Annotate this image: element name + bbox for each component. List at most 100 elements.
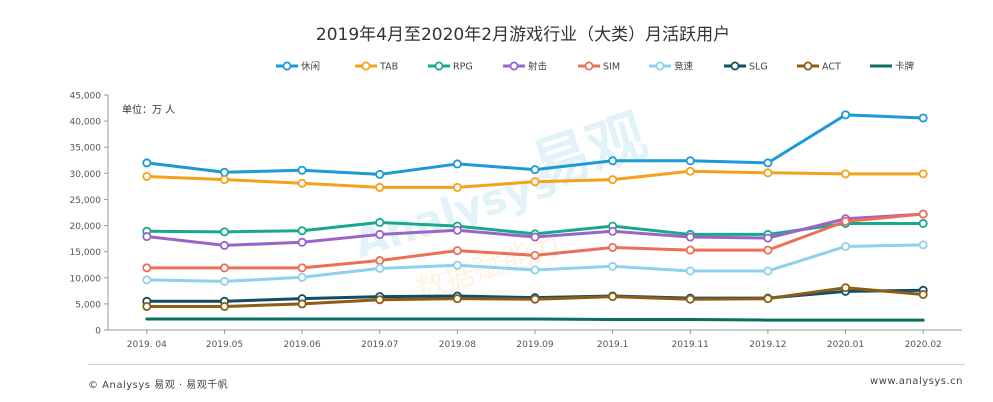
legend-item: 卡牌	[870, 61, 915, 73]
data-point	[219, 240, 229, 250]
data-point	[219, 175, 229, 185]
legend-marker	[434, 61, 444, 71]
data-point	[375, 182, 385, 192]
legend-marker	[803, 61, 813, 71]
data-point	[530, 294, 540, 304]
footer-website: www.analysys.cn	[870, 376, 963, 387]
data-point	[142, 301, 152, 311]
series-layer	[142, 110, 928, 322]
data-point	[297, 299, 307, 309]
legend-item: SLG	[724, 62, 768, 73]
data-point	[841, 216, 851, 226]
legend-label: SLG	[749, 62, 768, 73]
data-point	[452, 260, 462, 270]
data-point	[297, 263, 307, 273]
x-tick-label: 2019.11	[672, 340, 709, 350]
data-point	[841, 241, 851, 251]
data-point	[142, 171, 152, 181]
chart-title: 2019年4月至2020年2月游戏行业（大类）月活跃用户	[316, 25, 730, 45]
legend-label: TAB	[379, 62, 398, 73]
data-point	[219, 301, 229, 311]
legend-label: RPG	[453, 62, 473, 73]
legend-label: SIM	[603, 62, 620, 73]
data-point	[219, 167, 229, 177]
legend-label: 卡牌	[895, 61, 915, 73]
series-卡牌	[145, 317, 925, 322]
x-tick-label: 2020.01	[827, 340, 864, 350]
legend-marker	[361, 61, 371, 71]
legend-label: 竞速	[674, 61, 694, 73]
x-tick-label: 2019.1	[597, 340, 629, 350]
legend-marker	[584, 61, 594, 71]
data-point	[685, 156, 695, 166]
data-point	[608, 261, 618, 271]
data-point	[375, 229, 385, 239]
y-tick-label: 5,000	[75, 300, 101, 310]
data-point	[530, 165, 540, 175]
data-point	[297, 178, 307, 188]
series-竞速	[142, 240, 928, 286]
x-tick-label: 2019.05	[206, 340, 243, 350]
data-point	[297, 272, 307, 282]
data-point	[918, 289, 928, 299]
series-射击	[142, 209, 928, 250]
data-point	[530, 265, 540, 275]
y-tick-label: 40,000	[70, 118, 102, 128]
data-point	[219, 227, 229, 237]
x-tick-label: 2019.12	[749, 340, 786, 350]
data-point	[608, 156, 618, 166]
legend: 休闲 TAB RPG 射击 SIM 竞速 SLG ACT 卡牌	[276, 61, 915, 73]
data-point	[375, 263, 385, 273]
data-point	[452, 182, 462, 192]
line-chart: 2019年4月至2020年2月游戏行业（大类）月活跃用户 休闲 TAB RPG 射击 S…	[70, 25, 962, 350]
data-point	[375, 295, 385, 305]
data-point	[763, 168, 773, 178]
data-point	[685, 166, 695, 176]
y-axis: 0 5,000 10,000 15,000 20,000 25,000 30,000 35,0…	[70, 92, 109, 337]
legend-item: ACT	[797, 62, 841, 73]
series-休闲	[142, 110, 928, 179]
data-point	[142, 275, 152, 285]
data-point	[918, 113, 928, 123]
y-tick-label: 0	[95, 327, 101, 337]
data-point	[375, 256, 385, 266]
legend-marker	[655, 61, 665, 71]
unit-label: 单位：万 人	[122, 103, 175, 116]
x-tick-label: 2019.06	[283, 340, 320, 350]
data-point	[763, 294, 773, 304]
data-point	[608, 175, 618, 185]
data-point	[142, 263, 152, 273]
legend-item: RPG	[428, 62, 473, 73]
data-point	[375, 217, 385, 227]
series-TAB	[142, 166, 928, 192]
data-point	[452, 159, 462, 169]
data-point	[530, 232, 540, 242]
y-tick-label: 10,000	[70, 274, 102, 284]
data-point	[530, 177, 540, 187]
legend-label: 射击	[528, 61, 547, 73]
data-point	[297, 165, 307, 175]
x-tick-label: 2019.09	[516, 340, 553, 350]
x-tick-label: 2019.08	[439, 340, 476, 350]
legend-item: 竞速	[649, 61, 694, 73]
data-point	[841, 169, 851, 179]
series-ACT	[142, 283, 928, 311]
x-tick-label: 2019. 04	[127, 340, 167, 350]
y-tick-label: 15,000	[70, 248, 102, 258]
legend-label: 休闲	[301, 61, 320, 73]
data-point	[452, 225, 462, 235]
legend-item: SIM	[578, 62, 620, 73]
series-line	[145, 317, 925, 322]
legend-marker	[509, 61, 519, 71]
data-point	[608, 292, 618, 302]
data-point	[297, 226, 307, 236]
x-axis: 2019. 04 2019.05 2019.06 2019.07 2019.08 2019…	[108, 329, 962, 350]
data-point	[685, 294, 695, 304]
data-point	[608, 242, 618, 252]
y-tick-label: 20,000	[70, 222, 102, 232]
legend-item: 射击	[503, 61, 547, 73]
x-tick-label: 2020.02	[905, 340, 942, 350]
series-SIM	[142, 209, 928, 273]
data-point	[918, 169, 928, 179]
footer-divider	[88, 364, 965, 365]
